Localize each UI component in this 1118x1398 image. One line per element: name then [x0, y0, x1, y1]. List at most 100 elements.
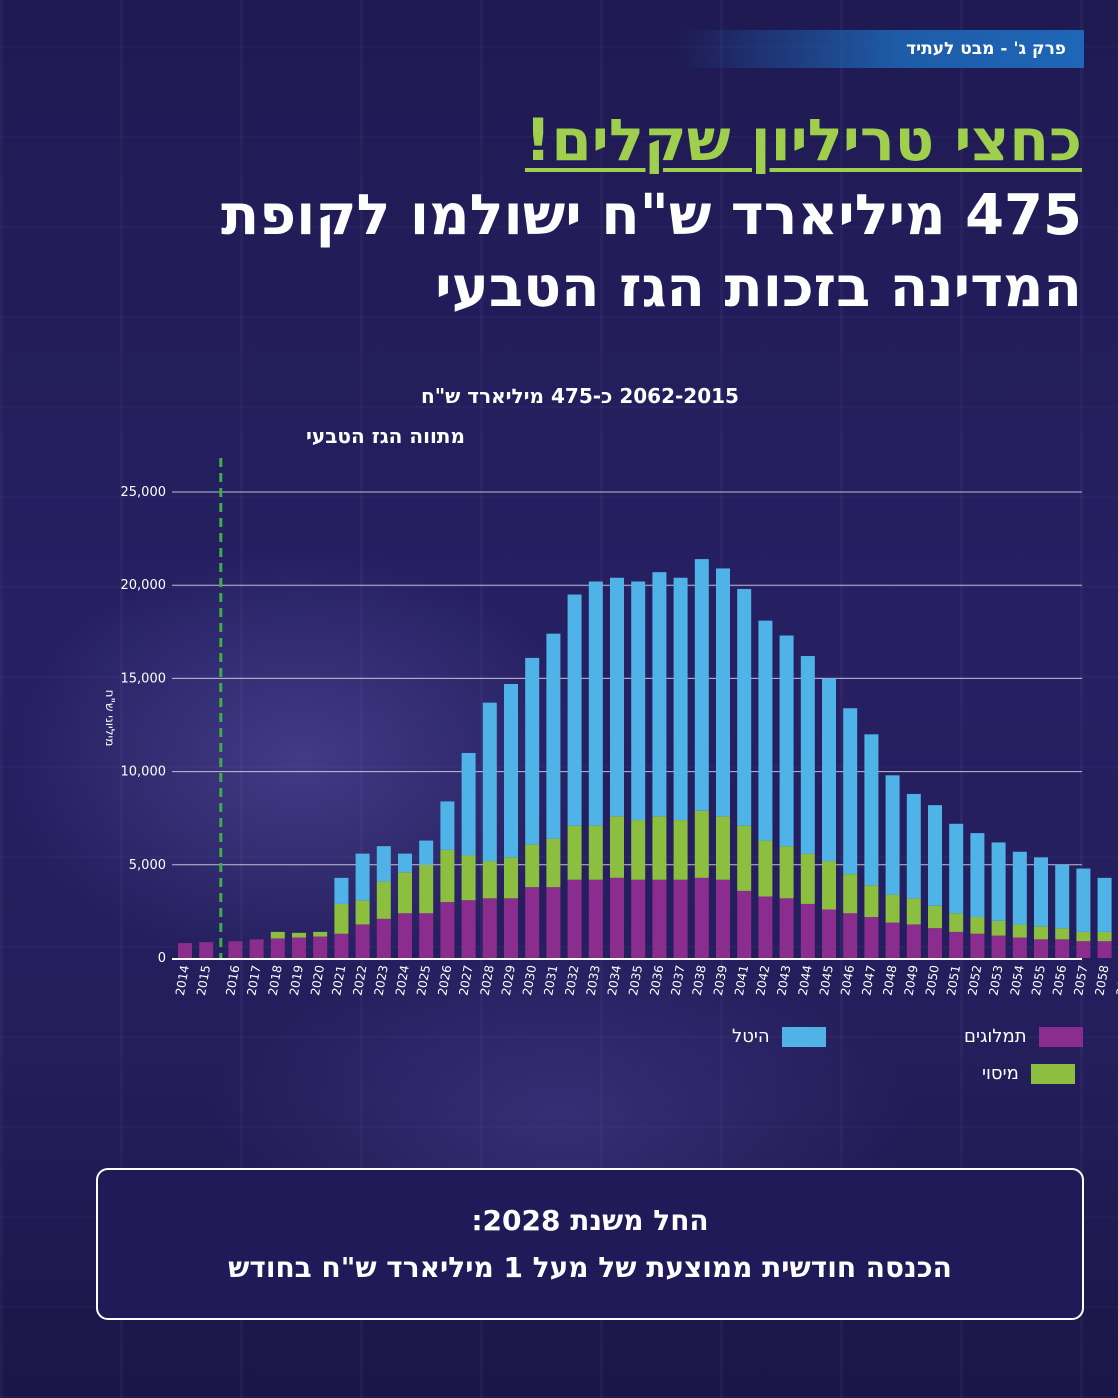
x-tick-label: 2020 — [308, 964, 327, 997]
bar-tax — [1076, 931, 1091, 942]
bar-royalties — [864, 916, 879, 958]
legend-royalties: תמלוגים — [964, 1026, 1083, 1047]
x-tick-label: 2019 — [287, 964, 306, 997]
gas-framework-marker-label: מתווה הגז הטבעי — [306, 424, 465, 448]
bar-levy — [1055, 864, 1070, 929]
x-tick-label: 2028 — [478, 964, 497, 997]
y-tick-label: 25,000 — [121, 485, 167, 500]
legend-royalties-swatch — [1038, 1026, 1083, 1047]
legend-levy-label: היטל — [732, 1026, 770, 1047]
x-tick-label: 2050 — [923, 964, 942, 997]
headline-line-2: המדינה בזכות הגז הטבעי — [435, 255, 1082, 320]
bar-tax — [737, 825, 752, 891]
bar-tax — [758, 840, 773, 897]
bar-royalties — [885, 922, 900, 958]
x-tick-label: 2051 — [944, 964, 963, 997]
bar-royalties — [716, 879, 730, 958]
bar-royalties — [334, 933, 349, 958]
bar-levy — [376, 846, 391, 882]
bar-levy — [928, 805, 942, 906]
bar-levy — [1012, 851, 1027, 925]
bar-royalties — [355, 924, 370, 958]
x-tick-label: 2044 — [796, 964, 815, 997]
bar-royalties — [199, 942, 214, 958]
legend-royalties-label: תמלוגים — [964, 1026, 1027, 1047]
bar-royalties — [440, 902, 455, 958]
bar-tax — [610, 816, 624, 878]
bar-tax — [504, 857, 518, 899]
bar-levy — [737, 588, 752, 826]
x-tick-label: 2021 — [329, 964, 348, 997]
x-tick-label: 2029 — [499, 964, 518, 997]
bar-tax — [991, 920, 1006, 936]
bar-levy — [949, 823, 964, 914]
y-tick-label: 20,000 — [121, 578, 167, 593]
bar-tax — [546, 838, 561, 888]
x-tick-label: 2049 — [902, 964, 921, 997]
callout-line-1: החל משנת 2028: — [471, 1204, 709, 1237]
x-tick-label: 2053 — [986, 964, 1005, 997]
bar-tax — [270, 931, 285, 939]
x-tick-label: 2038 — [690, 964, 709, 997]
x-tick-label: 2017 — [244, 964, 263, 997]
bar-tax — [716, 816, 730, 880]
bar-royalties — [270, 938, 285, 958]
bar-tax — [1012, 924, 1027, 938]
bar-levy — [334, 877, 349, 904]
x-tick-label: 2030 — [520, 964, 539, 997]
bar-levy — [525, 657, 540, 845]
bar-tax — [864, 885, 879, 917]
x-tick-label: 2045 — [817, 964, 836, 997]
bar-levy — [588, 581, 603, 826]
bar-royalties — [525, 887, 540, 958]
x-tick-label: 2057 — [1071, 964, 1090, 997]
bar-royalties — [822, 909, 836, 958]
bar-royalties — [588, 879, 603, 958]
bar-levy — [716, 568, 730, 817]
bar-royalties — [758, 896, 773, 958]
bar-tax — [482, 861, 497, 899]
bar-royalties — [949, 931, 964, 958]
bar-levy — [504, 683, 518, 858]
x-tick-label: 2046 — [838, 964, 857, 997]
bar-royalties — [1055, 939, 1070, 958]
y-tick-label: 0 — [158, 951, 166, 966]
bar-royalties — [970, 933, 985, 958]
legend-tax-label: מיסוי — [982, 1063, 1019, 1084]
bar-levy — [885, 775, 900, 895]
bar-royalties — [461, 900, 476, 958]
bar-royalties — [546, 887, 561, 958]
bar-royalties — [249, 939, 264, 958]
bar-tax — [843, 874, 858, 914]
x-tick-label: 2041 — [732, 964, 751, 997]
y-tick-label: 15,000 — [121, 671, 167, 686]
bar-levy — [1076, 868, 1091, 932]
x-tick-label: 2027 — [456, 964, 475, 997]
bar-royalties — [482, 898, 497, 958]
bar-tax — [334, 903, 349, 934]
bar-levy — [631, 581, 646, 821]
bar-royalties — [567, 879, 582, 958]
headline-line-1: 475 מיליארד ש"ח ישולמו לקופת — [220, 183, 1082, 248]
x-tick-label: 2043 — [774, 964, 793, 997]
bar-levy — [991, 842, 1006, 921]
bar-royalties — [1034, 939, 1048, 958]
bar-royalties — [228, 941, 243, 958]
x-tick-label: 2015 — [194, 964, 213, 997]
bar-tax — [949, 913, 964, 932]
bar-tax — [906, 898, 921, 925]
x-tick-label: 2052 — [965, 964, 984, 997]
x-tick-label: 2031 — [541, 964, 560, 997]
bar-levy — [461, 752, 476, 856]
bar-tax — [440, 849, 455, 903]
bar-levy — [652, 572, 667, 817]
bar-levy — [758, 620, 773, 841]
bar-tax — [885, 894, 900, 923]
bar-royalties — [313, 936, 328, 958]
bar-levy — [843, 708, 858, 875]
x-tick-label: 2037 — [668, 964, 687, 997]
x-tick-label: 2059 — [1114, 964, 1118, 997]
bar-tax — [461, 855, 476, 901]
x-tick-label: 2048 — [880, 964, 899, 997]
chapter-tag: פרק ג' - מבט לעתיד — [680, 30, 1084, 68]
